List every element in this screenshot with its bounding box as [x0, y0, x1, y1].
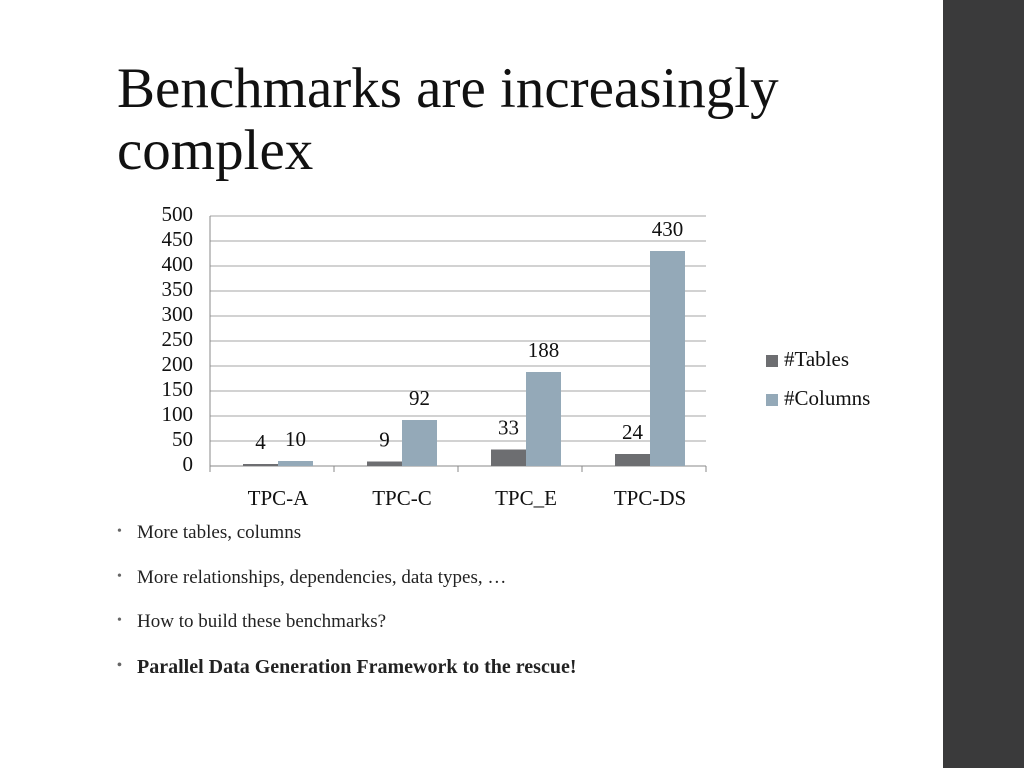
- bar: [650, 251, 685, 466]
- bullet: More relationships, dependencies, data t…: [117, 567, 577, 612]
- bullet: How to build these benchmarks?: [117, 611, 577, 656]
- y-tick-label: 350: [162, 277, 194, 301]
- bar: [615, 454, 650, 466]
- legend-label: #Columns: [784, 386, 870, 410]
- data-label: 430: [652, 217, 684, 241]
- bar: [367, 461, 402, 466]
- y-tick-label: 500: [162, 202, 194, 226]
- data-label: 9: [379, 427, 390, 451]
- bar: [402, 420, 437, 466]
- data-label: 188: [528, 338, 560, 362]
- y-tick-label: 150: [162, 377, 194, 401]
- y-tick-label: 200: [162, 352, 194, 376]
- y-tick-label: 400: [162, 252, 194, 276]
- y-tick-label: 450: [162, 227, 194, 251]
- y-tick-label: 100: [162, 402, 194, 426]
- bullet: More tables, columns: [117, 522, 577, 567]
- bar: [278, 461, 313, 466]
- bar: [243, 464, 278, 466]
- data-label: 33: [498, 415, 519, 439]
- data-label: 4: [255, 430, 266, 454]
- bar: [526, 372, 561, 466]
- bullet: Parallel Data Generation Framework to th…: [117, 656, 577, 701]
- slide-title: Benchmarks are increasingly complex: [117, 57, 779, 182]
- x-tick-label: TPC_E: [495, 486, 557, 510]
- y-tick-label: 50: [172, 427, 193, 451]
- data-label: 24: [622, 420, 644, 444]
- x-tick-label: TPC-A: [248, 486, 310, 510]
- side-bar: [943, 0, 1024, 768]
- y-tick-label: 250: [162, 327, 194, 351]
- data-label: 10: [285, 427, 306, 451]
- x-tick-label: TPC-C: [372, 486, 432, 510]
- y-tick-label: 300: [162, 302, 194, 326]
- bullet-list: More tables, columnsMore relationships, …: [117, 522, 577, 700]
- legend-swatch: [766, 355, 778, 367]
- legend-swatch: [766, 394, 778, 406]
- bar: [491, 449, 526, 466]
- data-label: 92: [409, 386, 430, 410]
- y-tick-label: 0: [183, 452, 194, 476]
- x-tick-label: TPC-DS: [614, 486, 686, 510]
- legend-label: #Tables: [784, 347, 849, 371]
